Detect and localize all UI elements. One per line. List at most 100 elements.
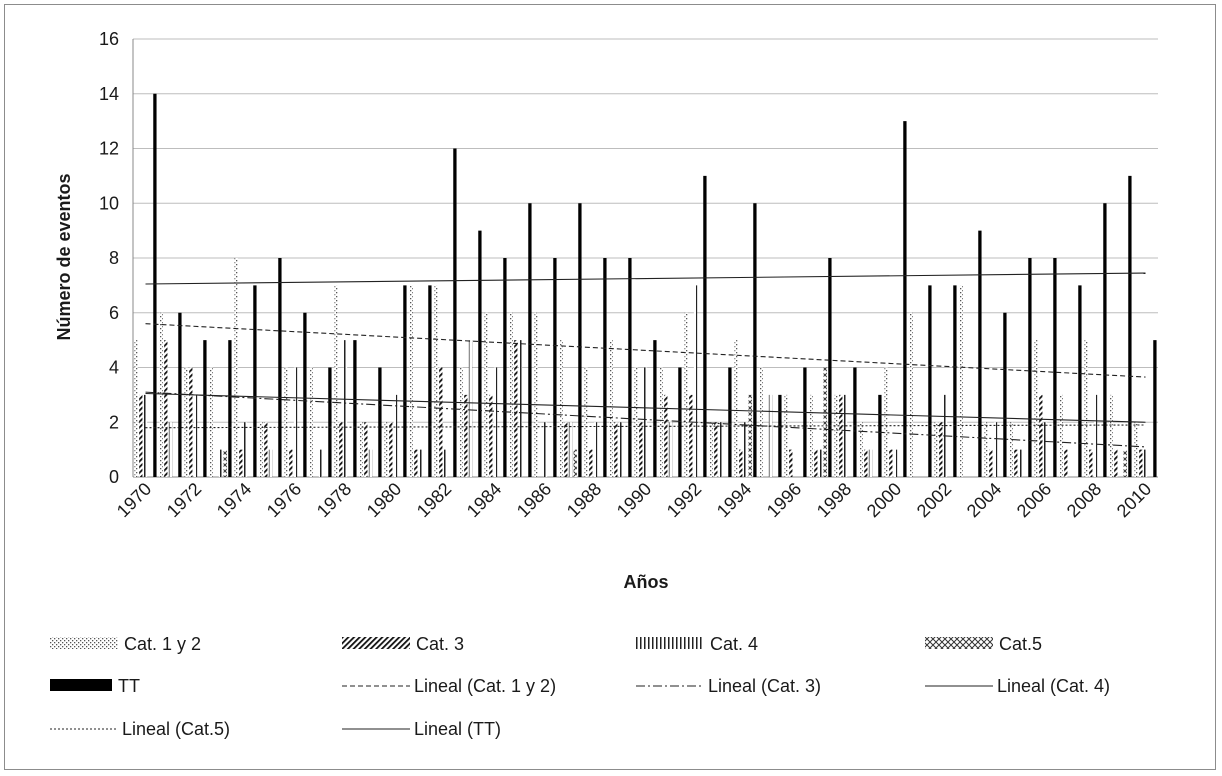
bar-cat-4-1973 xyxy=(218,449,223,477)
trendline-lineal-cat-5 xyxy=(145,424,1146,429)
bar-cat-4-1994 xyxy=(743,422,748,477)
trendline-lineal-cat-4 xyxy=(145,392,1146,423)
bar-cat-4-1975 xyxy=(268,449,273,477)
x-tick-label: 1992 xyxy=(663,479,705,521)
bar-cat-4-1974 xyxy=(243,422,248,477)
x-tick-label: 1974 xyxy=(213,479,255,521)
bars xyxy=(134,93,1157,477)
bar-cat-4-1983 xyxy=(468,340,473,477)
bar-cat-1-y-2-1987 xyxy=(559,340,563,477)
bar-cat-1-y-2-1998 xyxy=(834,394,838,477)
bar-cat-4-1993 xyxy=(718,422,723,477)
bar-cat-3-1990 xyxy=(639,422,643,477)
bar-cat-3-1978 xyxy=(339,422,343,477)
x-tick-label: 1998 xyxy=(813,479,855,521)
x-tick-label: 1970 xyxy=(113,479,155,521)
legend-label: Lineal (Cat.5) xyxy=(122,719,230,739)
bar-tt-1994 xyxy=(753,203,757,477)
bar-cat-1-y-2-2005 xyxy=(1009,422,1013,477)
bar-cat-4-1977 xyxy=(318,449,323,477)
x-tick-label: 1988 xyxy=(563,479,605,521)
bar-cat-3-1997 xyxy=(814,449,818,477)
bar-cat-3-1972 xyxy=(189,367,193,477)
bar-cat-4-1978 xyxy=(343,340,348,477)
bar-tt-1995 xyxy=(778,394,782,477)
bar-cat-4-1981 xyxy=(418,449,423,477)
y-axis-title: Número de eventos xyxy=(54,173,74,340)
legend-label: Cat. 3 xyxy=(416,634,464,654)
bar-cat-3-2000 xyxy=(889,449,893,477)
bar-tt-1979 xyxy=(378,367,382,477)
bar-cat-3-1992 xyxy=(689,394,693,477)
bar-tt-1989 xyxy=(628,258,632,477)
bar-cat-1-y-2-1986 xyxy=(534,312,538,477)
bar-tt-2006 xyxy=(1053,258,1057,477)
bar-cat-4-1999 xyxy=(868,449,873,477)
legend-swatch xyxy=(50,679,112,691)
bar-tt-1984 xyxy=(503,258,507,477)
bar-cat-3-1989 xyxy=(614,422,618,477)
bar-tt-1973 xyxy=(228,340,232,477)
bar-cat-4-1992 xyxy=(693,285,698,477)
bar-cat-3-1976 xyxy=(289,449,293,477)
bar-cat-3-2009 xyxy=(1114,449,1118,477)
bar-cat-3-1996 xyxy=(789,449,793,477)
bar-tt-2002 xyxy=(953,285,957,477)
x-tick-label: 2010 xyxy=(1113,479,1155,521)
legend-swatch xyxy=(925,637,993,649)
bar-tt-1986 xyxy=(553,258,557,477)
legend-label: Lineal (Cat. 3) xyxy=(708,676,821,696)
bar-tt-1997 xyxy=(828,258,832,477)
bar-cat-1-y-2-1988 xyxy=(584,367,588,477)
bar-tt-1991 xyxy=(678,367,682,477)
bar-tt-1987 xyxy=(578,203,582,477)
x-tick-label: 1980 xyxy=(363,479,405,521)
bar-cat-4-2010 xyxy=(1143,449,1148,477)
x-tick-label: 2000 xyxy=(863,479,905,521)
bar-cat-3-1983 xyxy=(464,394,468,477)
bar-tt-1983 xyxy=(478,230,482,477)
bar-cat-1-y-2-2006 xyxy=(1034,340,1038,477)
bar-cat-1-y-2-1984 xyxy=(484,312,488,477)
bar-cat-1-y-2-2000 xyxy=(884,367,888,477)
x-tick-label: 1972 xyxy=(163,479,205,521)
bar-cat-4-1976 xyxy=(293,367,298,477)
bar-cat-4-2006 xyxy=(1043,422,1048,477)
bar-cat-1-y-2-1990 xyxy=(634,367,638,477)
bar-cat-1-y-2-1970 xyxy=(134,340,138,477)
bar-cat-1-y-2-2009 xyxy=(1109,394,1113,477)
legend-swatch xyxy=(636,637,704,649)
bar-cat-4-1972 xyxy=(193,394,198,477)
bar-cat-1-y-2-1980 xyxy=(384,422,388,477)
bar-cat-4-1998 xyxy=(843,394,848,477)
legend-swatch xyxy=(342,637,410,649)
bar-cat-1-y-2-1976 xyxy=(284,367,288,477)
y-tick-label: 14 xyxy=(99,84,119,104)
bar-cat-1-y-2-1974 xyxy=(234,258,238,477)
bar-cat-4-1971 xyxy=(168,422,173,477)
bar-cat-1-y-2-1975 xyxy=(259,422,263,477)
x-tick-label: 2002 xyxy=(913,479,955,521)
x-tick-label: 1994 xyxy=(713,479,755,521)
bar-tt-2003 xyxy=(978,230,982,477)
bar-tt-2009 xyxy=(1128,175,1132,477)
bar-tt-1974 xyxy=(253,285,257,477)
y-tick-label: 4 xyxy=(109,358,119,378)
bar-cat-3-1982 xyxy=(439,367,443,477)
bar-tt-1996 xyxy=(803,367,807,477)
bar-tt-2005 xyxy=(1028,258,1032,477)
bar-cat-3-2004 xyxy=(989,449,993,477)
bar-cat-4-2000 xyxy=(893,449,898,477)
legend-swatch xyxy=(50,637,118,649)
y-tick-label: 8 xyxy=(109,248,119,268)
bar-tt-1970 xyxy=(153,93,157,477)
bar-cat-3-2008 xyxy=(1089,449,1093,477)
bar-tt-2001 xyxy=(928,285,932,477)
bar-cat-1-y-2-2003 xyxy=(959,285,963,477)
x-tick-label: 1982 xyxy=(413,479,455,521)
bar-tt-1992 xyxy=(703,175,707,477)
bar-cat-5-2009 xyxy=(1123,449,1127,477)
trendline-lineal-cat-3 xyxy=(145,391,1146,448)
bar-tt-2000 xyxy=(903,121,907,477)
bar-tt-2010 xyxy=(1153,340,1157,477)
